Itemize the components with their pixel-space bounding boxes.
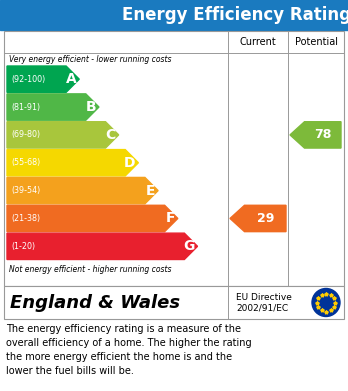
Text: (92-100): (92-100) (11, 75, 45, 84)
Text: (69-80): (69-80) (11, 130, 40, 140)
Polygon shape (7, 150, 139, 176)
Text: Potential: Potential (294, 37, 338, 47)
Polygon shape (7, 178, 158, 204)
Text: G: G (183, 239, 195, 253)
Text: (21-38): (21-38) (11, 214, 40, 223)
Bar (0, 0, 348, 30)
Text: Energy Efficiency Rating: Energy Efficiency Rating (122, 6, 348, 24)
Circle shape (312, 289, 340, 316)
Text: A: A (65, 72, 76, 86)
Text: Not energy efficient - higher running costs: Not energy efficient - higher running co… (9, 264, 172, 273)
Text: The energy efficiency rating is a measure of the
overall efficiency of a home. T: The energy efficiency rating is a measur… (6, 324, 252, 376)
Text: 2002/91/EC: 2002/91/EC (236, 304, 288, 313)
Text: Current: Current (240, 37, 276, 47)
Text: B: B (85, 100, 96, 114)
Text: E: E (145, 184, 155, 197)
Text: 78: 78 (314, 128, 331, 142)
Polygon shape (290, 122, 341, 148)
Text: 29: 29 (256, 212, 274, 225)
Text: (1-20): (1-20) (11, 242, 35, 251)
Text: England & Wales: England & Wales (10, 294, 180, 312)
Polygon shape (7, 94, 99, 120)
Text: F: F (165, 212, 175, 226)
Text: Very energy efficient - lower running costs: Very energy efficient - lower running co… (9, 54, 172, 63)
Polygon shape (7, 66, 79, 92)
Text: C: C (105, 128, 116, 142)
Bar (4, 31, 344, 286)
Text: (55-68): (55-68) (11, 158, 40, 167)
Text: (39-54): (39-54) (11, 186, 40, 195)
Polygon shape (7, 205, 178, 231)
Polygon shape (230, 205, 286, 231)
Bar (4, 286, 344, 319)
Polygon shape (7, 122, 119, 148)
Text: EU Directive: EU Directive (236, 293, 292, 302)
Text: D: D (124, 156, 135, 170)
Text: (81-91): (81-91) (11, 102, 40, 111)
Polygon shape (7, 233, 198, 260)
